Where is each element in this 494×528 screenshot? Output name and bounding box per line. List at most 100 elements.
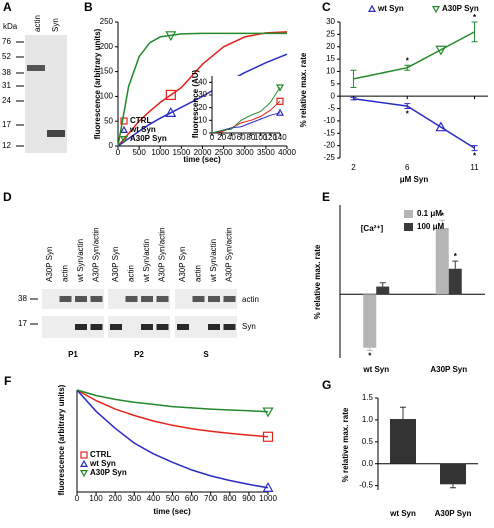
y-tick-label: 1.0 [362, 415, 374, 424]
blot [175, 289, 237, 309]
legend-symbol [79, 470, 89, 478]
legend-symbol [119, 125, 129, 133]
lane-label: A30P Syn/actin [92, 227, 101, 282]
x-tick-label: 120 [264, 133, 278, 142]
lane-label: wt Syn/actin [142, 239, 151, 283]
band [177, 324, 189, 330]
lane-label: actin [61, 265, 70, 282]
blot [42, 316, 104, 338]
y-tick-label: 10 [198, 115, 207, 124]
x-tick-label: wt Syn [362, 365, 389, 374]
x-tick-label: A30P Syn [430, 365, 467, 374]
series-symbol [275, 84, 285, 92]
lane-label: A30P Syn/actin [225, 227, 234, 282]
x-tick-label: 500 [166, 494, 180, 503]
legend-label: 0.1 μM [417, 209, 442, 218]
legend-label: CTRL [90, 450, 111, 459]
legend-label: 100 μM [417, 222, 444, 231]
marker-label: 31 [2, 81, 11, 90]
annotation: * [454, 252, 458, 261]
marker-label: 17 [2, 120, 11, 129]
band [75, 296, 87, 302]
error-bar [450, 484, 456, 489]
y-axis-label: fluorescence (arbitrary units) [93, 28, 102, 139]
error-bar [471, 145, 478, 152]
legend-symbol [119, 136, 129, 144]
band [27, 65, 45, 71]
panel-letter: F [4, 374, 11, 388]
lane-label: A30P Syn/actin [158, 227, 167, 282]
y-tick-label: 10 [326, 67, 335, 76]
series-line [117, 32, 287, 147]
annotation: * [441, 211, 445, 220]
series-symbol [435, 121, 447, 132]
x-tick-label: 2500 [215, 148, 233, 157]
band [90, 296, 103, 302]
marker-label: 12 [2, 141, 11, 150]
y-tick-label: 1.5 [362, 393, 374, 402]
x-tick-label: A30P Syn [435, 509, 472, 518]
y-tick-label: -0.5 [359, 481, 373, 490]
legend-swatch [404, 210, 413, 218]
x-tick-label: 80 [246, 133, 255, 142]
legend-label: wt Syn [129, 125, 156, 134]
legend-label: A30P Syn [442, 4, 479, 13]
error-bar [452, 260, 459, 269]
y-tick-label: 0 [109, 141, 114, 150]
blot [108, 316, 170, 338]
bar [390, 419, 416, 464]
band [90, 324, 103, 330]
group-label: S [203, 350, 209, 359]
y-tick-label: 150 [100, 67, 114, 76]
bar [376, 286, 390, 295]
x-tick-label: 500 [132, 148, 146, 157]
y-tick-label: 200 [100, 42, 114, 51]
marker-label: 17 [18, 319, 27, 328]
error-bar [404, 103, 411, 110]
legend-label: A30P Syn [130, 134, 167, 143]
band [59, 296, 72, 302]
legend-label: wt Syn [89, 459, 116, 468]
x-tick-label: 1000 [151, 148, 169, 157]
group-label: P2 [134, 350, 144, 359]
group-label: P1 [68, 350, 78, 359]
y-axis-label: % relative max. rate [313, 244, 322, 319]
series-symbol [165, 107, 177, 117]
annotation: * [406, 56, 410, 65]
x-tick-label: wt Syn [389, 509, 416, 518]
series-line [211, 100, 281, 134]
series-symbol [262, 407, 274, 418]
x-tick-label: 2000 [194, 148, 212, 157]
legend-label: A30P Syn [90, 468, 127, 477]
y-axis-label: fluorescence (AU) [191, 69, 200, 138]
band [223, 296, 236, 302]
annotation: * [406, 110, 410, 119]
series-line [117, 31, 288, 147]
band [223, 324, 236, 330]
band [47, 130, 65, 137]
y-tick-label: 15 [326, 54, 335, 63]
y-axis-label: % relative max. rate [299, 52, 308, 127]
x-tick-label: 1500 [172, 148, 190, 157]
x-tick-label: 100 [89, 494, 103, 503]
x-tick-label: 0 [116, 148, 121, 157]
y-axis-label: % relative max. rate [341, 407, 350, 482]
y-axis-label: fluorescence (arbitrary units) [57, 384, 66, 495]
lane-label: A30P Syn [111, 247, 120, 282]
y-tick-label: 50 [104, 116, 113, 125]
bar [448, 268, 462, 295]
lane-label: actin [33, 15, 42, 32]
legend-swatch [404, 223, 413, 231]
x-axis-label: time (sec) [183, 155, 221, 164]
lane-label: Syn [51, 18, 60, 32]
x-tick-label: 0 [210, 133, 215, 142]
x-tick-label: 4000 [278, 148, 296, 157]
series-line [117, 53, 288, 147]
x-tick-label: 6 [405, 163, 410, 172]
x-tick-label: 2 [351, 163, 356, 172]
annotation: * [473, 152, 477, 161]
x-tick-label: 100 [254, 133, 268, 142]
series-line [76, 389, 269, 413]
y-tick-label: 250 [100, 17, 114, 26]
